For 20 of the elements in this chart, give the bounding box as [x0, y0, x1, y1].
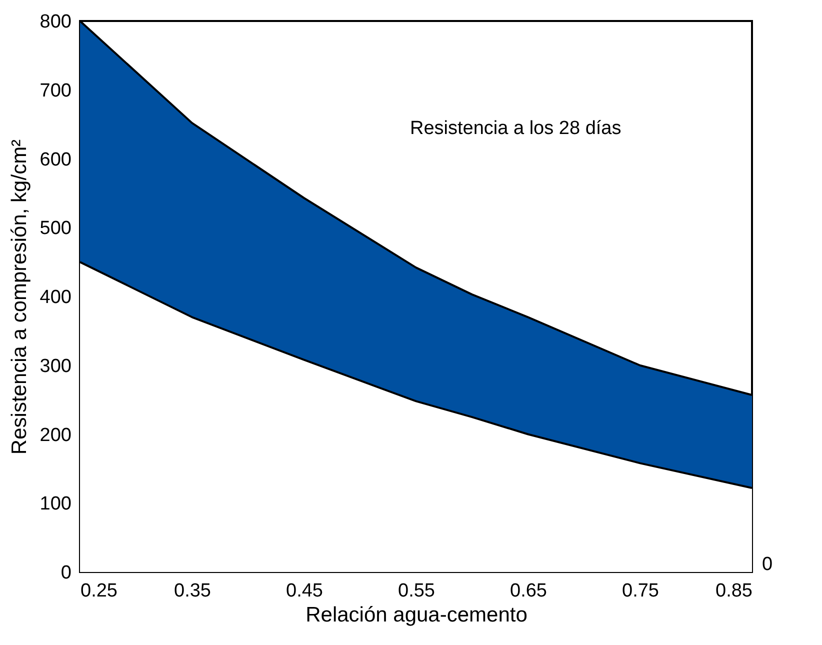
x-tick-label: 0.45: [286, 580, 323, 602]
x-tick-label: 0.85: [716, 580, 752, 602]
annotation: Resistencia a los 28 días: [410, 118, 622, 139]
y-tick-label: 400: [40, 287, 72, 308]
y-tick-label: 600: [40, 149, 72, 170]
x-tick-label: 0.75: [622, 580, 659, 602]
y-axis-title: Resistencia a compresión, kg/cm²: [8, 139, 31, 455]
y-tick-label: 700: [40, 80, 72, 102]
text: 0: [762, 554, 773, 575]
x-axis-title: Relación agua-cemento: [306, 604, 528, 626]
x-tick-label: 0.25: [80, 580, 118, 602]
x-tick-label: 0.35: [174, 580, 211, 602]
y-tick-label: 200: [40, 424, 72, 446]
x-tick-label: 0.55: [398, 580, 435, 602]
y-tick-label: 100: [40, 494, 72, 515]
y-tick-label: 500: [40, 218, 72, 240]
y-tick-label: 0: [60, 562, 72, 584]
y-tick-label: 800: [40, 12, 72, 32]
y-tick-label: 300: [40, 356, 72, 377]
x-tick-label: 0.65: [510, 580, 547, 602]
